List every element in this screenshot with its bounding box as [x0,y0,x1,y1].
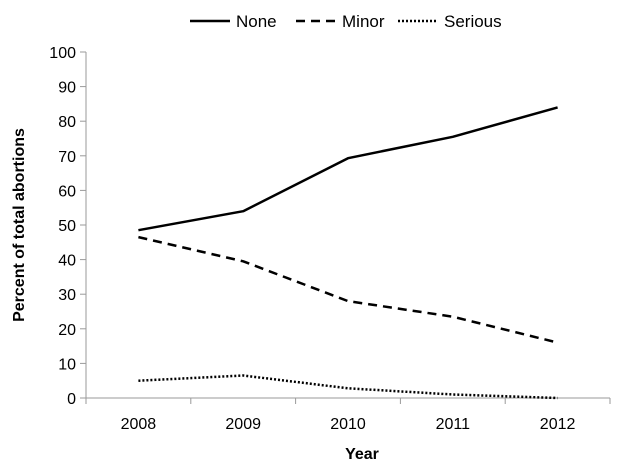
legend-label-none: None [236,12,277,31]
y-tick-label: 20 [58,322,76,339]
x-tick-label: 2009 [225,416,261,433]
y-tick-label: 30 [58,287,76,304]
y-tick-label: 80 [58,114,76,131]
y-tick-label: 100 [49,45,76,62]
y-tick-label: 50 [58,218,76,235]
x-axis: 2008 2009 2010 2011 2012 [85,397,611,433]
legend: None Minor Serious [190,12,502,31]
x-tick-label: 2011 [436,416,471,433]
y-tick-label: 10 [58,356,76,373]
y-axis: 0 10 20 30 40 50 60 70 80 90 100 [49,45,87,408]
x-tick-label: 2010 [330,416,366,433]
y-tick-label: 70 [58,149,76,166]
x-tick-label: 2012 [540,416,576,433]
y-tick-label: 90 [58,80,76,97]
legend-label-serious: Serious [444,12,502,31]
y-axis-title: Percent of total abortions [11,128,28,322]
series-group [138,106,558,400]
x-tick-label: 2008 [121,416,157,433]
y-tick-label: 40 [58,253,76,270]
series-line-minor [138,235,558,344]
legend-label-minor: Minor [342,12,385,31]
x-axis-title: Year [345,446,379,460]
y-tick-label: 60 [58,183,76,200]
y-tick-label: 0 [67,391,76,408]
series-line-none [138,106,558,232]
series-line-serious [138,374,558,400]
